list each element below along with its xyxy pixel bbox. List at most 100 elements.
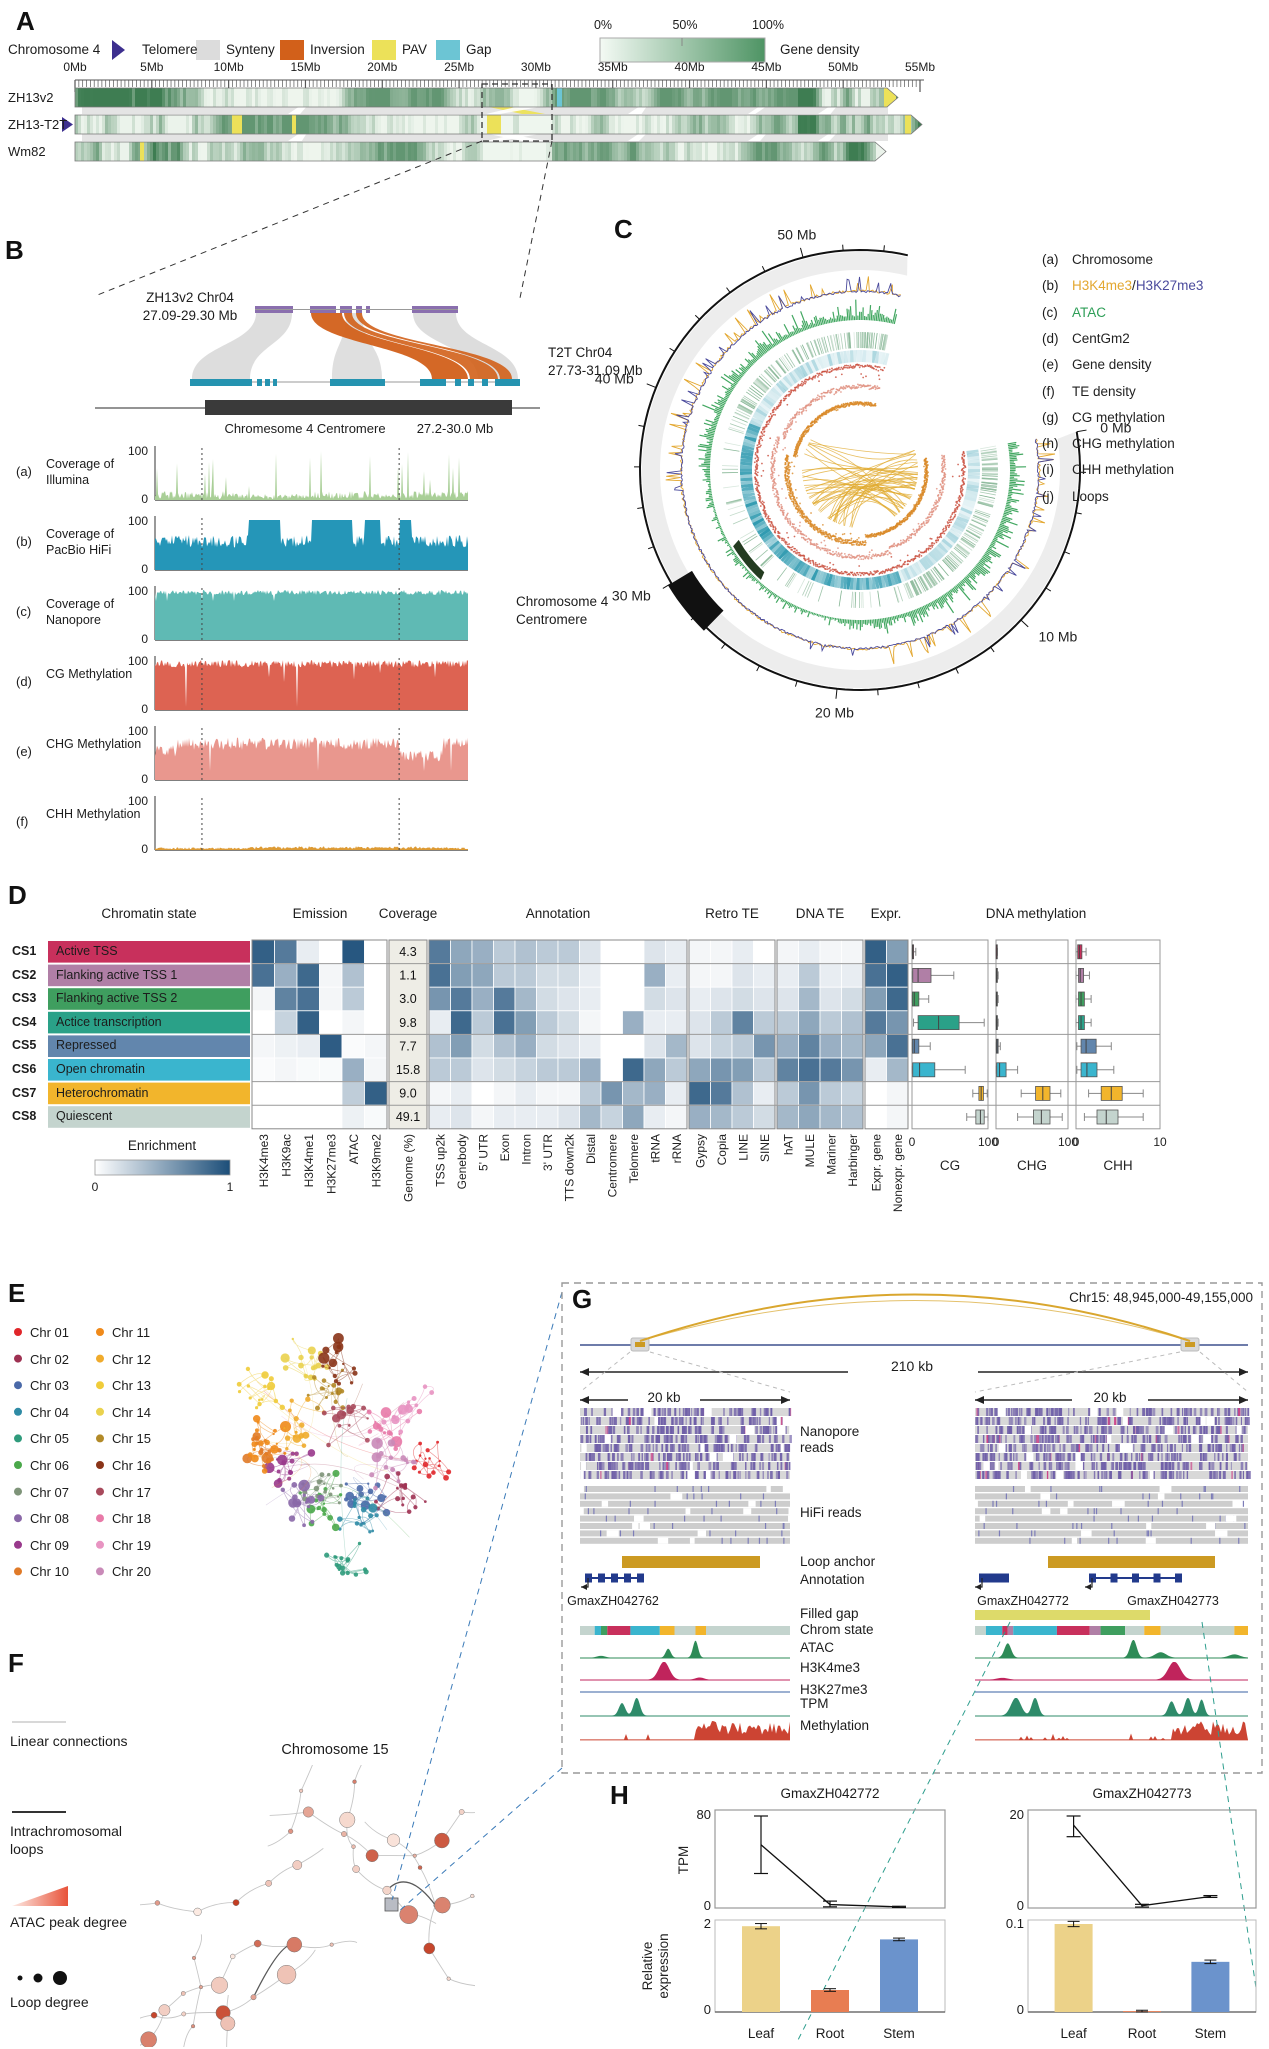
circos-legend-entry: ATAC [1072,305,1106,320]
circos-mb-label: 30 Mb [612,588,651,604]
hic-network-strand [268,1450,312,1484]
telomere-icon [62,117,73,132]
hic-network-strand [324,1405,369,1446]
state-name: Active TSS [56,944,118,958]
column-label: Telomere [627,1134,641,1184]
enrichment-gradient [94,1159,231,1176]
track-ymin: 0 [141,562,148,576]
track-ymax: 100 [127,514,148,528]
g-track-label-7: H3K4me3 [800,1660,861,1675]
g-track-label-10: Methylation [800,1718,870,1733]
circos-centromere-label-2: Centromere [516,612,588,627]
track-ymin: 0 [141,632,148,646]
chr-legend-dot [96,1567,104,1576]
h-gene-title: GmaxZH042772 [780,1786,880,1801]
ruler-label: 50Mb [828,60,859,74]
meth-context-label: CG [940,1158,960,1173]
chr-legend-dot [14,1487,22,1496]
g-track-label-8: H3K27me3 [800,1682,868,1697]
state-name: Flanking active TSS 2 [56,991,178,1006]
track-ymax: 100 [127,584,148,598]
centromere-range: 27.2-30.0 Mb [416,421,494,436]
column-label: 5' UTR [476,1134,490,1171]
gene-label-1: GmaxZH042762 [567,1594,659,1608]
column-label: Nonexpr. gene [891,1134,905,1212]
hic-network-strand [375,1473,426,1514]
hic-network-strand [250,1418,286,1472]
circos-legend-entry: CG methylation [1072,410,1165,425]
t2t-segment [455,379,461,386]
column-label: TTS down2k [562,1133,576,1201]
chromosome15-network [140,1765,475,2047]
coverage-value: 4.3 [399,945,416,959]
circos-legend-text: ATAC [1072,304,1107,320]
legend-intrachromosomal-loops: Intrachromosomal loops [10,1823,123,1857]
column-label: SINE [758,1134,772,1162]
circos-legend-text: CG methylation [1072,409,1166,425]
meth-axis-min: 0 [909,1135,916,1149]
assembly-name: ZH13-T2T [8,117,68,132]
meth-axis-min: 0 [993,1135,1000,1149]
rel-expr-axis-label-1: Relative [640,1942,655,1991]
track-ymin: 0 [141,702,148,716]
column-label: Genome (%) [402,1134,416,1202]
legend-item-gap: Gap [466,42,492,57]
circos-legend-text: CHG methylation [1072,436,1175,452]
circos-legend-text: TE density [1072,383,1136,399]
t2t-segment [495,379,520,386]
column-label: 3' UTR [541,1134,555,1171]
hic-network-strand [282,1484,322,1526]
chr-legend-label: Chr 17 [112,1484,152,1500]
tpm-axis-label: TPM [676,1846,691,1875]
ruler-label: 5Mb [140,60,164,74]
circos-legend-entry: H3K4me3/H3K27me3 [1072,278,1203,293]
header-dna_te: DNA TE [795,906,845,921]
chromosome-bar-ZH13v2 [75,88,898,107]
chr-legend-label: Chr 09 [30,1537,70,1553]
g-track-label-4: Filled gap [800,1606,859,1621]
hic-network-strand [307,1370,343,1409]
track-id: (a) [16,464,32,479]
panel-a-label: A [16,6,35,36]
chr-legend-dot [14,1328,22,1336]
h-category-label: Stem [1194,2026,1227,2041]
column-label: H3K4me3 [257,1134,271,1188]
column-label: Gypsy [693,1134,707,1168]
panel-g-label: G [572,1284,593,1314]
hic-network-strand [238,1368,283,1409]
state-band [48,1106,250,1128]
circos-legend-text: H3K4me3 [1072,278,1133,294]
methylation-boxplot [912,1062,936,1078]
column-label: Mariner [824,1134,838,1175]
gene-density-label: Gene density [780,42,860,57]
loop-anchor-bar [622,1556,760,1568]
t2t-chr04-label: T2T Chr04 [548,345,613,360]
meth-axis-max: 10 [1153,1135,1167,1149]
ruler-label: 30Mb [520,60,551,74]
track-name: CHH Methylation [46,807,141,821]
chr-legend-label: Chr 07 [30,1484,70,1500]
circos-centromere-label-1: Chromosome 4 [516,594,609,609]
chr-legend-dot [14,1407,22,1416]
g-track-label-2: Loop anchor [800,1554,876,1569]
track-signal-hifi [155,520,468,570]
panel-d-label: D [8,880,27,910]
circos-mb-label: 20 Mb [815,705,854,721]
assembly-name: Wm82 [8,144,46,159]
ruler-label: 15Mb [290,60,321,74]
circos-legend-entry: CHG methylation [1072,436,1175,451]
t2t-segment [420,379,446,386]
rel-expr-axis-label-2: expression [656,1933,671,1998]
synteny-legend-swatch [196,40,220,60]
circos-legend-entry: Loops [1072,489,1109,504]
chr-legend-label: Chr 13 [112,1378,152,1394]
state-name: Heterochromatin [56,1085,149,1100]
coverage-value: 49.1 [396,1110,420,1124]
state-name: Repressed [56,1038,117,1053]
legend-item-telomere: Telomere [142,42,198,57]
track-signal-chh [155,846,468,850]
highlighted-node [384,1897,399,1912]
state-id: CS8 [12,1109,37,1124]
